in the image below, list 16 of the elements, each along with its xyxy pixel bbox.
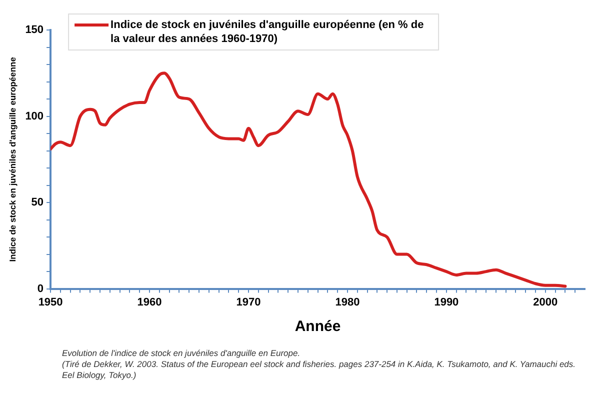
y-tick-label: 100 xyxy=(25,110,44,122)
y-axis-title: Indice de stock en juvéniles d'anguille européenne xyxy=(7,56,18,262)
x-tick-label: 1950 xyxy=(38,296,63,308)
text: (Tiré de Dekker, W. 2003. Status of the European eel stock and fisheries. pages 237-254 in K.Aida, K. Tsukamoto, and K. Yamauchi eds. Eel Biology, Tokyo.) xyxy=(62,359,577,381)
y-tick-label: 150 xyxy=(25,24,44,36)
x-axis-title: Année xyxy=(294,318,341,336)
x-tick-label: 1970 xyxy=(236,296,261,308)
y-tick-label: 50 xyxy=(31,196,44,209)
text: Evolution de l'indice de stock en juvéniles d'anguille en Europe. xyxy=(62,348,302,359)
x-tick-label: 1960 xyxy=(137,296,162,308)
x-tick-label: 1980 xyxy=(335,296,360,308)
x-tick-label: 2000 xyxy=(533,296,558,308)
y-tick-label: 0 xyxy=(37,282,44,295)
x-tick-label: 1990 xyxy=(434,296,459,308)
legend-label: Indice de stock en juvéniles d'anguille européenne (en % de la valeur des années 1960-1970) xyxy=(110,19,424,46)
line-series xyxy=(50,72,567,288)
